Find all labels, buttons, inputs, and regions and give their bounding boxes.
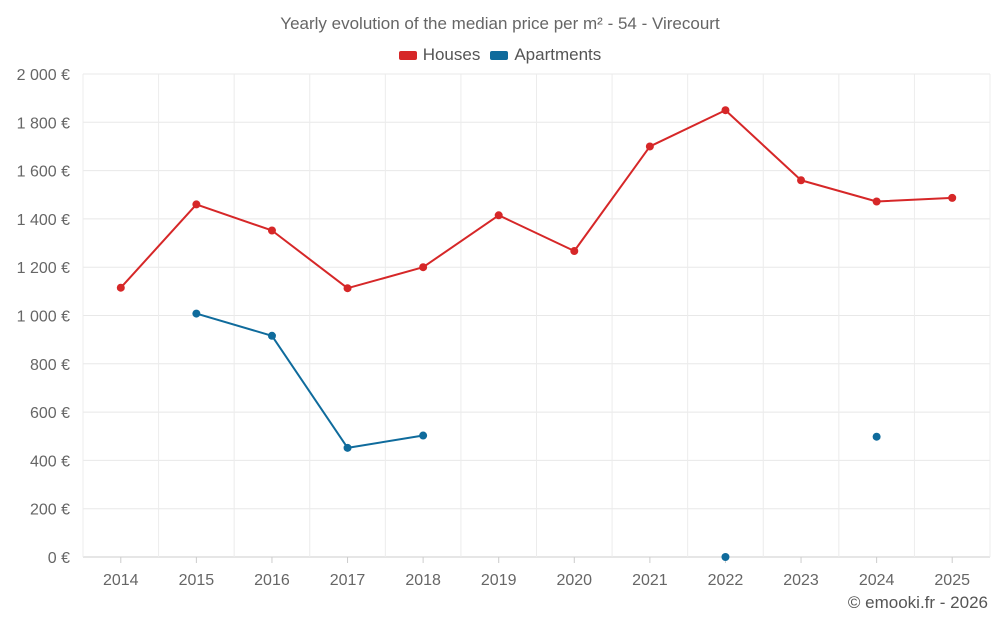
data-point-houses-2018 [419, 263, 428, 272]
y-tick-label: 1 000 € [17, 309, 70, 326]
series-line-apartments [196, 312, 424, 449]
data-point-apartments-2018 [419, 431, 428, 440]
y-tick-label: 0 € [48, 550, 70, 567]
data-point-houses-2014 [116, 283, 125, 292]
x-tick-label: 2022 [708, 572, 744, 589]
data-point-houses-2019 [494, 211, 503, 220]
chart-title: Yearly evolution of the median price per… [280, 14, 720, 33]
data-point-apartments-2015 [192, 309, 201, 318]
data-point-houses-2022 [721, 106, 730, 115]
data-point-apartments-2016 [267, 331, 276, 340]
x-tick-label: 2025 [934, 572, 970, 589]
x-tick-label: 2020 [556, 572, 592, 589]
y-tick-label: 400 € [30, 453, 70, 470]
x-tick-label: 2021 [632, 572, 668, 589]
data-point-houses-2016 [267, 226, 276, 235]
legend-swatch-apartments [490, 50, 509, 60]
data-point-houses-2023 [797, 176, 806, 185]
chart-legend: Houses Apartments [0, 45, 1000, 65]
y-tick-label: 1 200 € [17, 260, 70, 277]
legend-item-apartments[interactable]: Apartments [490, 45, 601, 65]
y-tick-label: 1 800 € [17, 115, 70, 132]
x-tick-label: 2024 [859, 572, 895, 589]
x-tick-label: 2023 [783, 572, 819, 589]
x-tick-label: 2014 [103, 572, 139, 589]
legend-label-houses: Houses [422, 45, 481, 64]
data-point-houses-2017 [343, 284, 352, 293]
data-point-houses-2020 [570, 247, 579, 256]
legend-item-houses[interactable]: Houses [398, 45, 481, 65]
data-point-houses-2015 [192, 200, 201, 209]
credit-text: © emooki.fr - 2026 [847, 593, 988, 612]
y-tick-label: 800 € [30, 357, 70, 374]
data-point-houses-2024 [872, 197, 881, 206]
x-tick-label: 2019 [481, 572, 517, 589]
data-point-houses-2025 [948, 193, 957, 202]
y-tick-label: 600 € [30, 405, 70, 422]
data-point-apartments-2022 [721, 553, 730, 561]
x-tick-label: 2018 [405, 572, 441, 589]
legend-label-apartments: Apartments [514, 45, 602, 64]
data-point-apartments-2017 [343, 443, 352, 452]
y-tick-label: 200 € [30, 502, 70, 519]
x-tick-label: 2015 [179, 572, 215, 589]
y-tick-label: 2 000 € [17, 67, 70, 84]
x-tick-label: 2017 [330, 572, 366, 589]
y-tick-label: 1 400 € [17, 212, 70, 229]
y-tick-label: 1 600 € [17, 164, 70, 181]
data-point-apartments-2024 [872, 432, 881, 441]
legend-swatch-houses [398, 50, 417, 60]
x-tick-label: 2016 [254, 572, 290, 589]
series-line-houses [120, 109, 953, 290]
data-point-houses-2021 [645, 142, 654, 151]
